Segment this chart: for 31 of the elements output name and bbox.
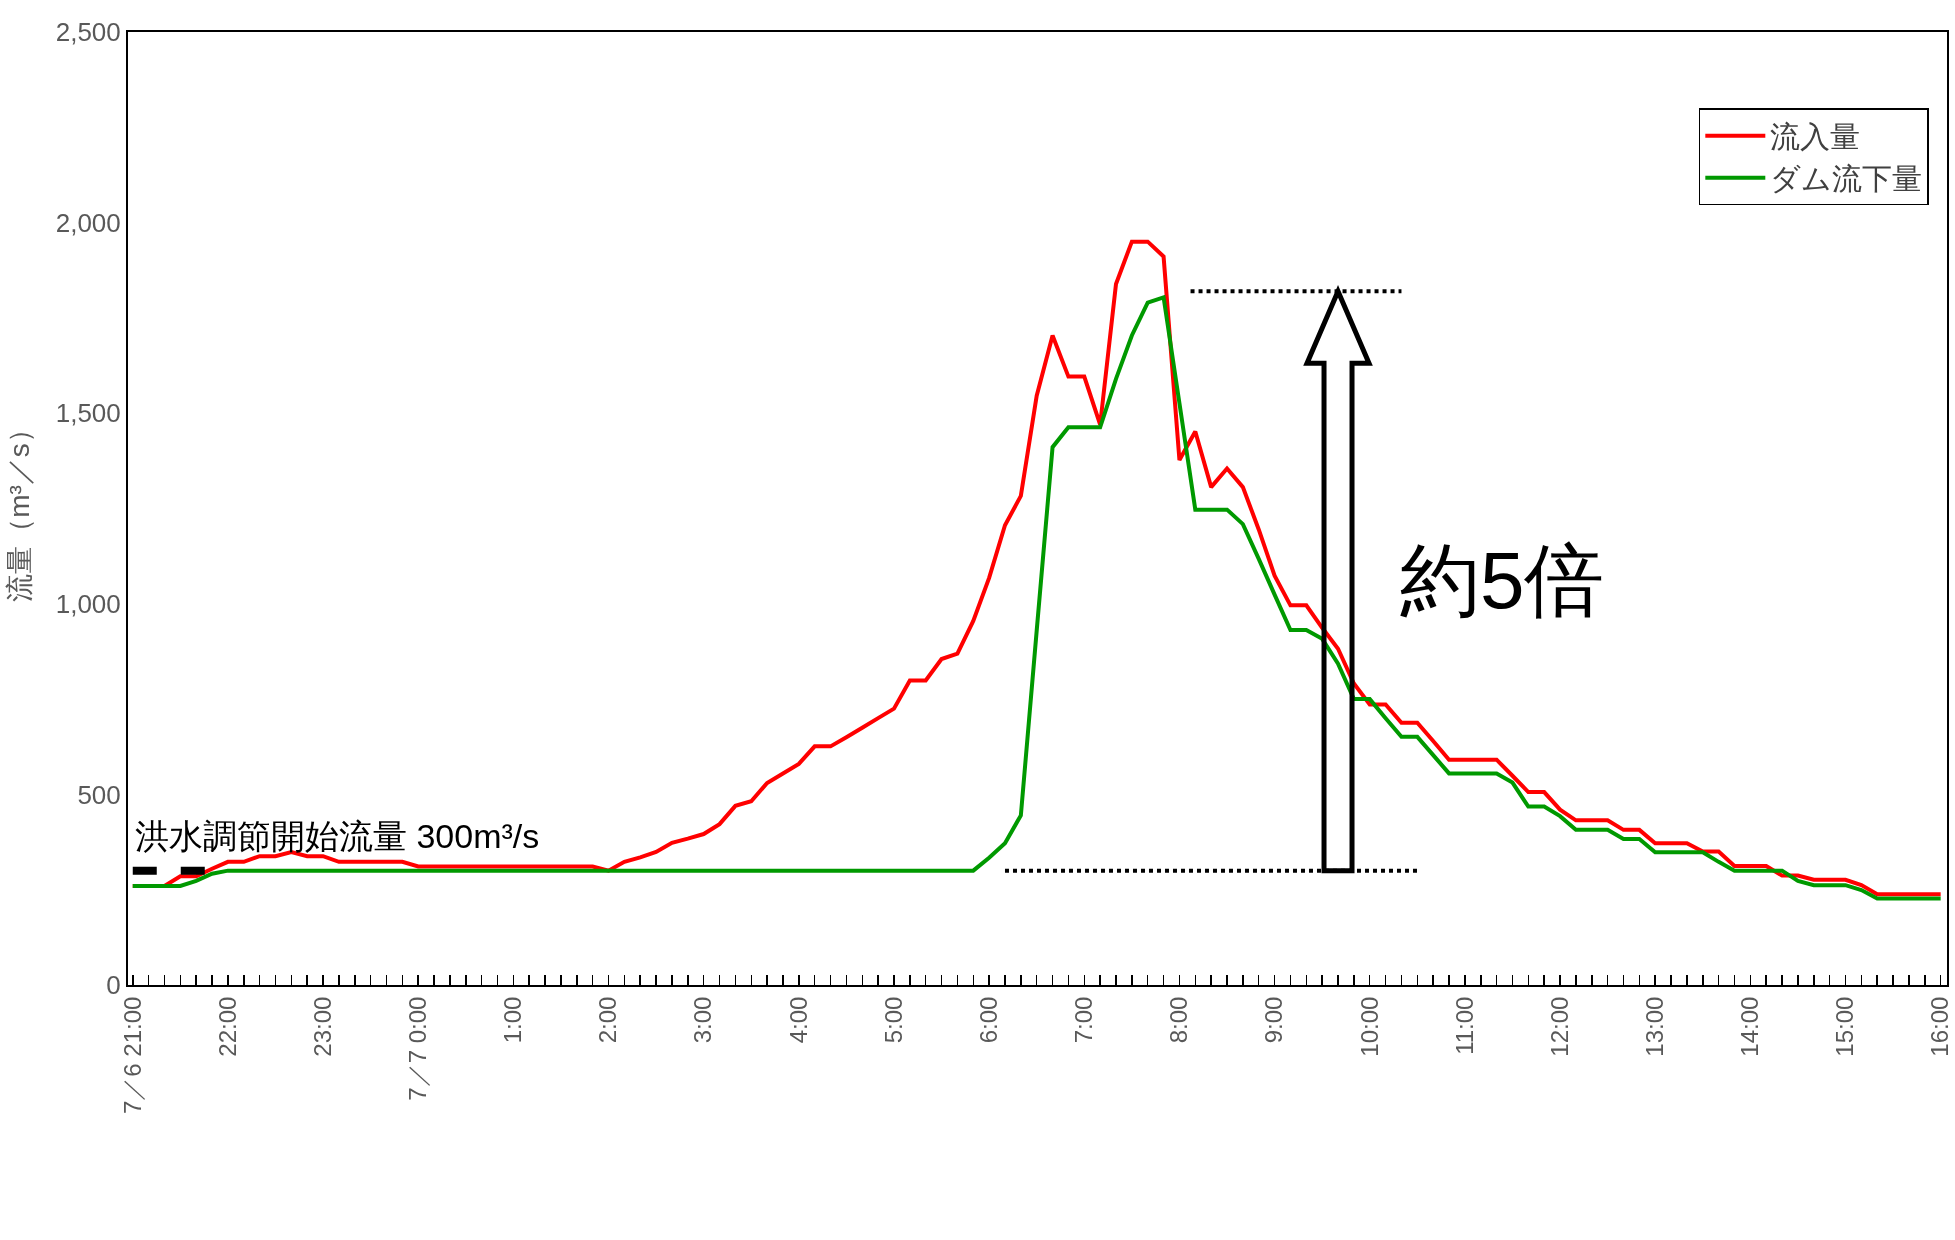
y-tick-label: 500	[77, 779, 121, 810]
x-tick-label: 2:00	[594, 996, 622, 1044]
x-tick-label: 1:00	[499, 996, 527, 1044]
y-tick-label: 2,500	[55, 17, 121, 48]
y-tick-label: 1,500	[55, 398, 121, 429]
x-tick-label: 22:00	[213, 996, 241, 1057]
legend-label: ダム流下量	[1770, 162, 1923, 196]
x-tick-label: 16:00	[1926, 996, 1954, 1057]
legend-label: 流入量	[1770, 120, 1861, 154]
x-tick-label: 5:00	[879, 996, 907, 1044]
x-tick-label: 14:00	[1736, 996, 1764, 1057]
x-tick-label: 10:00	[1355, 996, 1383, 1057]
y-tick-label: 0	[106, 970, 121, 1001]
annotation: 洪水調節開始流量 300m³/s	[135, 817, 540, 855]
x-tick-label: 13:00	[1641, 996, 1668, 1057]
x-tick-label: 8:00	[1165, 996, 1193, 1044]
x-tick-label: 15:00	[1831, 996, 1859, 1057]
y-axis-title: 流量（m³／s）	[3, 415, 35, 602]
x-tick-label: 6:00	[974, 996, 1002, 1044]
x-tick-label: 12:00	[1545, 996, 1573, 1057]
x-tick-label: 11:00	[1450, 996, 1478, 1055]
y-tick-label: 1,000	[55, 588, 121, 619]
x-tick-label: 23:00	[308, 996, 336, 1057]
x-tick-label: 4:00	[784, 996, 812, 1044]
x-tick-label: 9:00	[1260, 996, 1288, 1044]
y-tick-label: 2,000	[55, 207, 121, 238]
x-tick-label: 7／6 21:00	[118, 996, 146, 1115]
x-tick-label: 3:00	[689, 996, 717, 1044]
x-tick-label: 7／7 0:00	[404, 996, 432, 1101]
x-tick-label: 7:00	[1070, 996, 1098, 1044]
annotation: 約5倍	[1400, 536, 1605, 625]
